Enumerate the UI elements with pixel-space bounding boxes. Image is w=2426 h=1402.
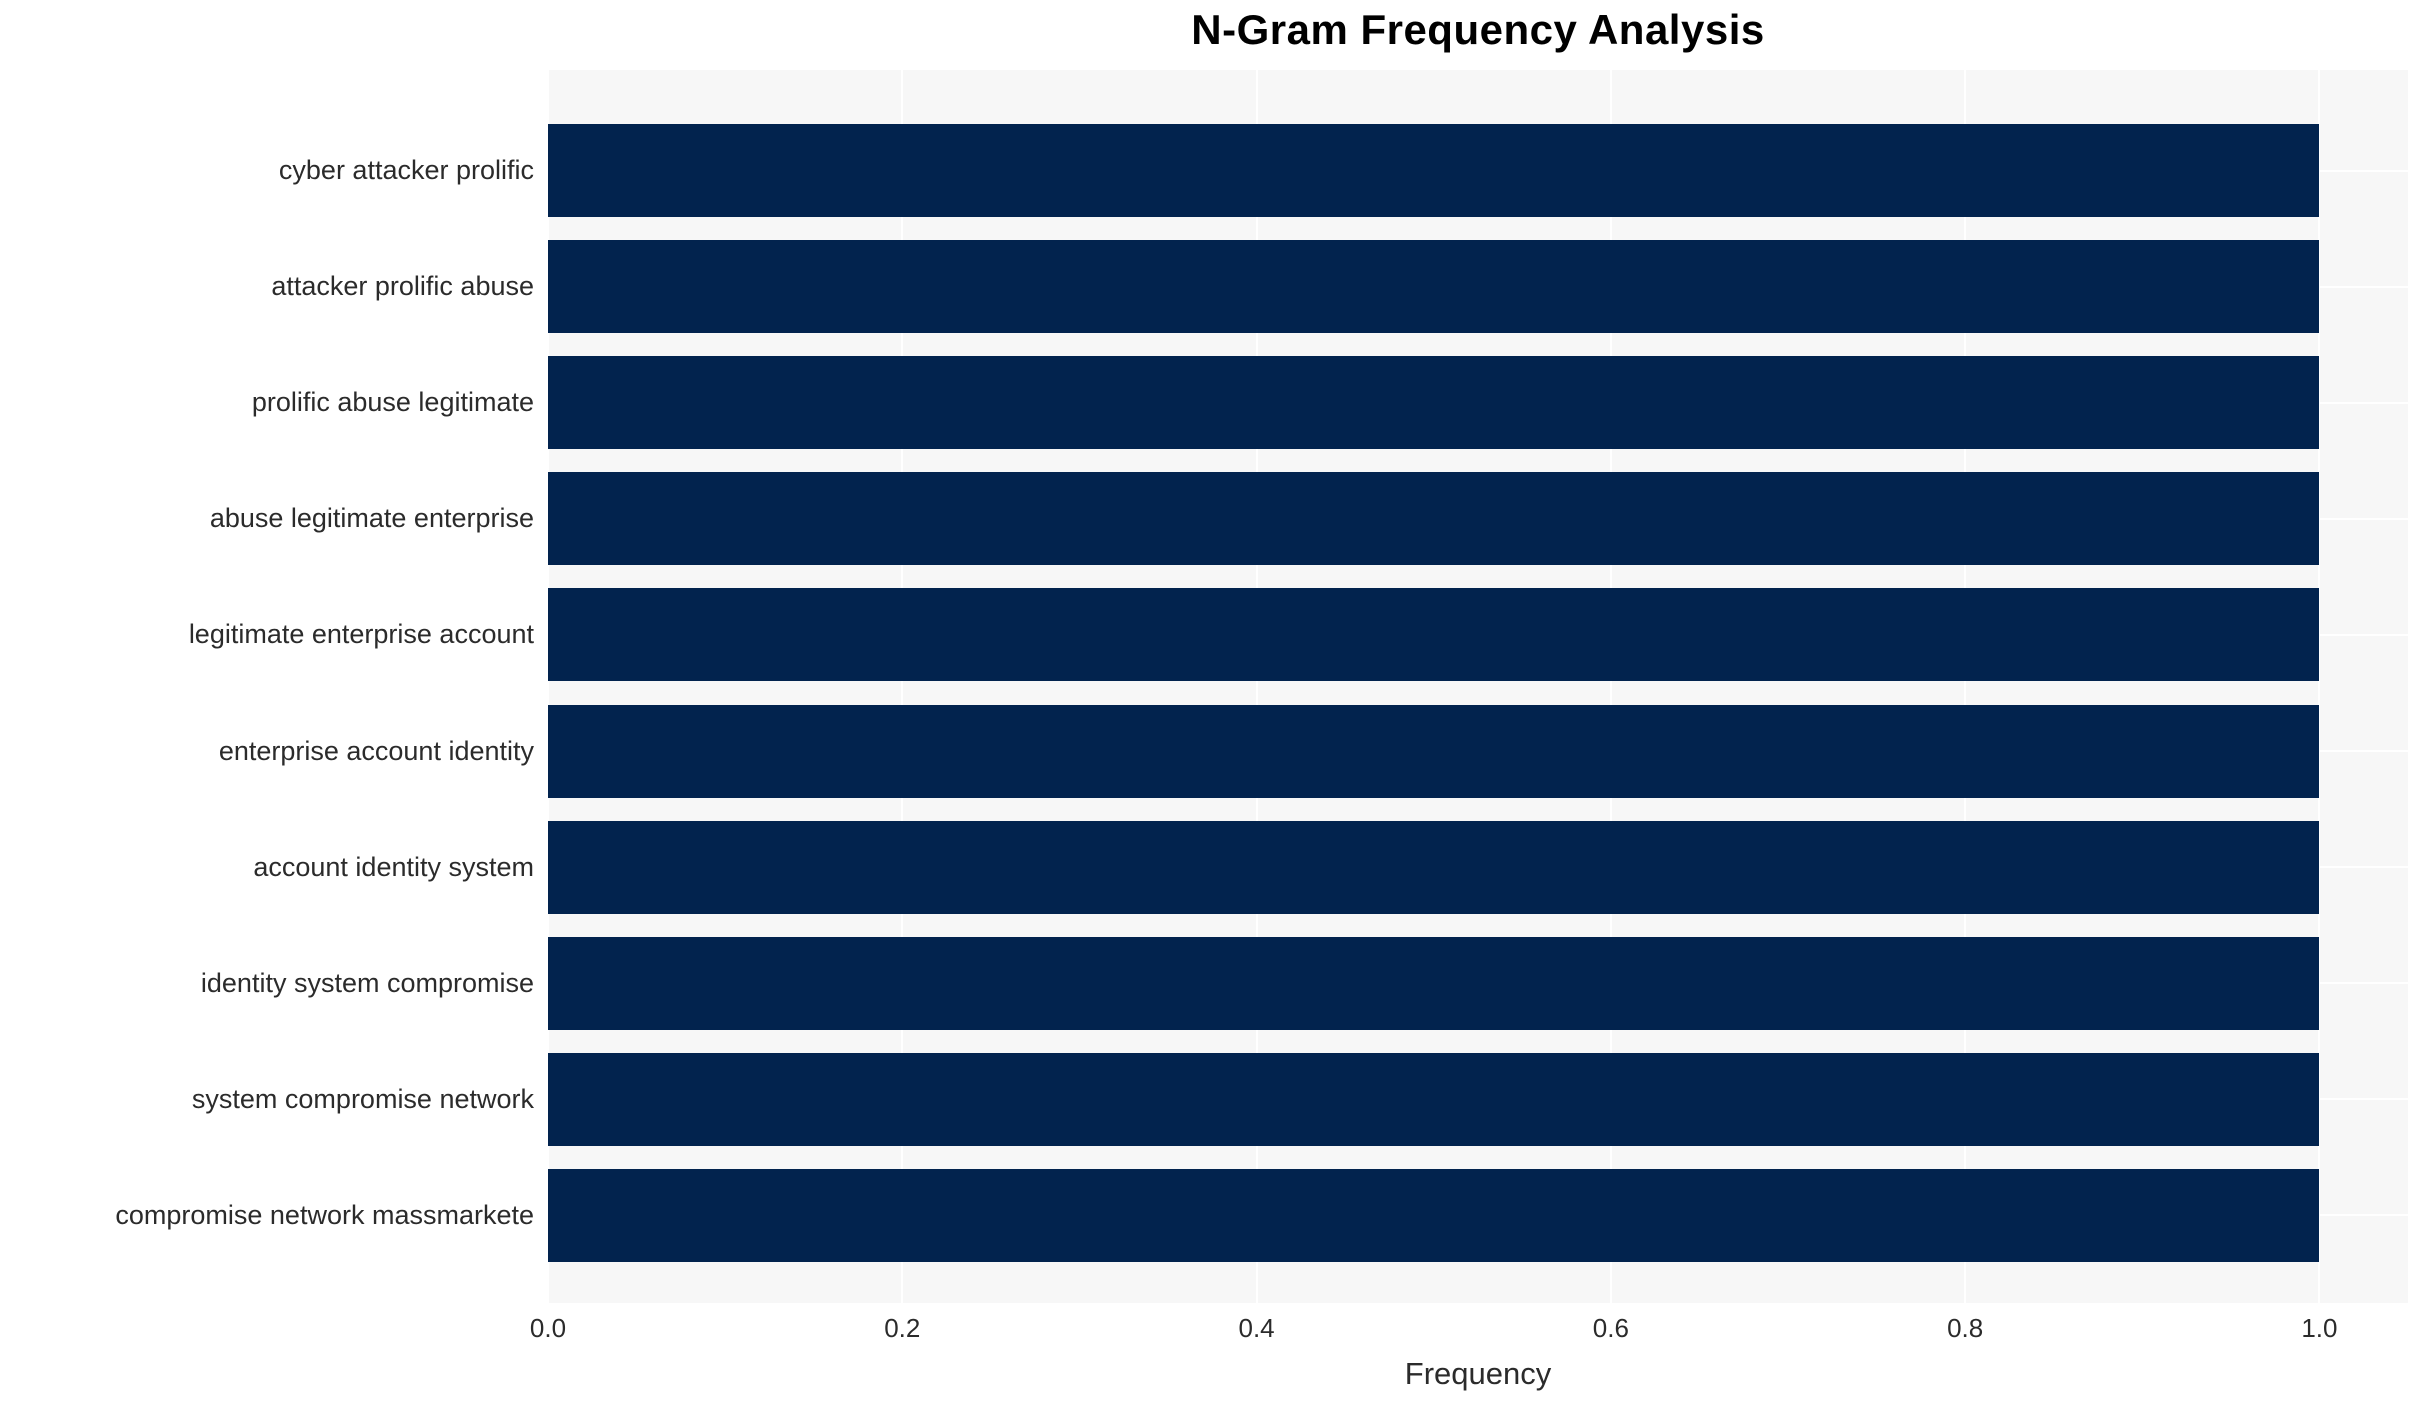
bar-track — [548, 356, 2408, 450]
y-axis-label: prolific abuse legitimate — [251, 387, 534, 418]
bar-row: abuse legitimate enterprise — [0, 472, 2426, 566]
bar-track — [548, 472, 2408, 566]
y-axis-label: legitimate enterprise account — [188, 619, 534, 650]
x-axis-ticks: 0.0 0.2 0.4 0.6 0.8 1.0 — [530, 1313, 2408, 1349]
bar — [548, 124, 2320, 217]
y-axis-label: compromise network massmarkete — [115, 1199, 534, 1230]
bar-rows: cyber attacker prolific attacker prolific… — [0, 70, 2426, 1303]
vertical-gridline — [901, 70, 904, 1303]
bar-track — [548, 936, 2408, 1030]
bar-track — [548, 588, 2408, 682]
bar-row: attacker prolific abuse — [0, 240, 2426, 334]
vertical-gridline — [1609, 70, 1612, 1303]
bar — [548, 472, 2320, 566]
bar-track — [548, 1168, 2408, 1262]
y-axis-label: attacker prolific abuse — [271, 271, 534, 302]
bar-track — [548, 240, 2408, 334]
bar-track — [548, 704, 2408, 798]
bar-row: cyber attacker prolific — [0, 124, 2426, 217]
vertical-gridline — [2318, 70, 2321, 1303]
x-tick-label: 0.8 — [1947, 1313, 1984, 1343]
vertical-gridline — [1255, 70, 1258, 1303]
bar — [548, 1168, 2320, 1262]
bar — [548, 820, 2320, 914]
x-axis-title: Frequency — [1404, 1356, 1552, 1391]
bar-row: identity system compromise — [0, 936, 2426, 1030]
y-axis-label: abuse legitimate enterprise — [209, 503, 534, 534]
y-axis-label: enterprise account identity — [218, 735, 534, 766]
x-tick-label: 1.0 — [2301, 1313, 2338, 1343]
y-axis-label: account identity system — [253, 851, 534, 882]
bar-row: enterprise account identity — [0, 704, 2426, 798]
vertical-gridline — [547, 70, 549, 1303]
bar — [548, 588, 2320, 682]
bar-row: compromise network massmarkete — [0, 1168, 2426, 1262]
x-tick-label: 0.2 — [884, 1313, 921, 1343]
y-axis-label: identity system compromise — [200, 967, 534, 998]
vertical-gridline — [1964, 70, 1967, 1303]
bar-row: prolific abuse legitimate — [0, 356, 2426, 450]
bar — [548, 356, 2320, 450]
x-tick-label: 0.0 — [529, 1313, 567, 1343]
y-axis-label: cyber attacker prolific — [278, 155, 534, 185]
x-tick-label: 0.4 — [1238, 1313, 1275, 1343]
bar-track — [548, 1052, 2408, 1146]
bar — [548, 936, 2320, 1030]
y-axis-label: system compromise network — [191, 1083, 534, 1114]
bar — [548, 704, 2320, 798]
bar-track — [548, 124, 2408, 217]
bar — [548, 1052, 2320, 1146]
bar — [548, 240, 2320, 334]
bar-row: legitimate enterprise account — [0, 588, 2426, 682]
bar-row: system compromise network — [0, 1052, 2426, 1146]
x-tick-label: 0.6 — [1592, 1313, 1629, 1343]
bar-track — [548, 820, 2408, 914]
bar-row: account identity system — [0, 820, 2426, 914]
chart-title: N-Gram Frequency Analysis — [1191, 6, 1765, 53]
